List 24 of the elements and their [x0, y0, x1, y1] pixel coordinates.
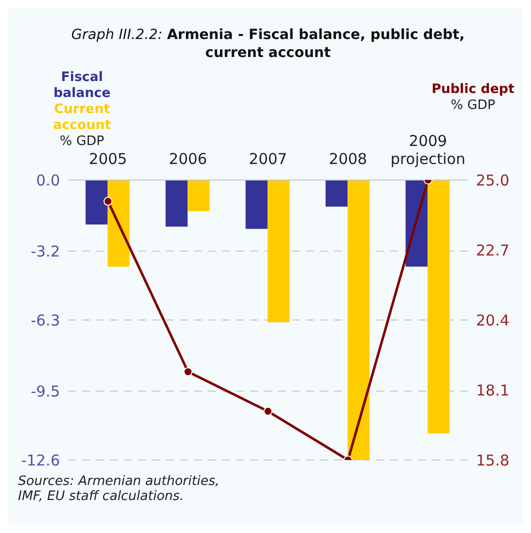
y-axis-title: % GDP — [58, 134, 106, 150]
y-tick-label: -9.5 — [30, 382, 60, 400]
y-tick-label: -12.6 — [21, 451, 60, 470]
y2-tick-label: 22.7 — [476, 241, 510, 260]
y2-tick-label: 20.4 — [476, 311, 510, 330]
text: Current account — [52, 102, 112, 134]
x-tick-label: 2005 — [88, 150, 128, 168]
x-tick-label: 2007 — [248, 150, 288, 168]
y-tick-label: 0.0 — [36, 171, 60, 190]
x-tick-label: 2009 projection — [390, 132, 466, 168]
text: Public dept — [430, 82, 516, 98]
x-tick-label: 2006 — [168, 150, 208, 168]
y2-axis-title: % GDP — [450, 98, 496, 114]
y-tick-label: -3.2 — [30, 242, 60, 260]
point — [264, 406, 272, 416]
y-tick-label: -6.3 — [30, 311, 60, 330]
source-note: Sources: Armenian authorities, IMF, EU staff calculations. — [18, 474, 220, 504]
text: Fiscal balance — [52, 70, 112, 102]
chart-title: Graph III.2.2: Armenia - Fiscal balance, public debt, current account — [71, 27, 465, 61]
x-tick-label: 2008 — [328, 150, 368, 168]
point — [184, 367, 192, 376]
y2-tick-label: 15.8 — [476, 451, 510, 470]
y2-tick-label: 25.0 — [476, 171, 510, 190]
y2-tick-label: 18.1 — [476, 381, 510, 400]
